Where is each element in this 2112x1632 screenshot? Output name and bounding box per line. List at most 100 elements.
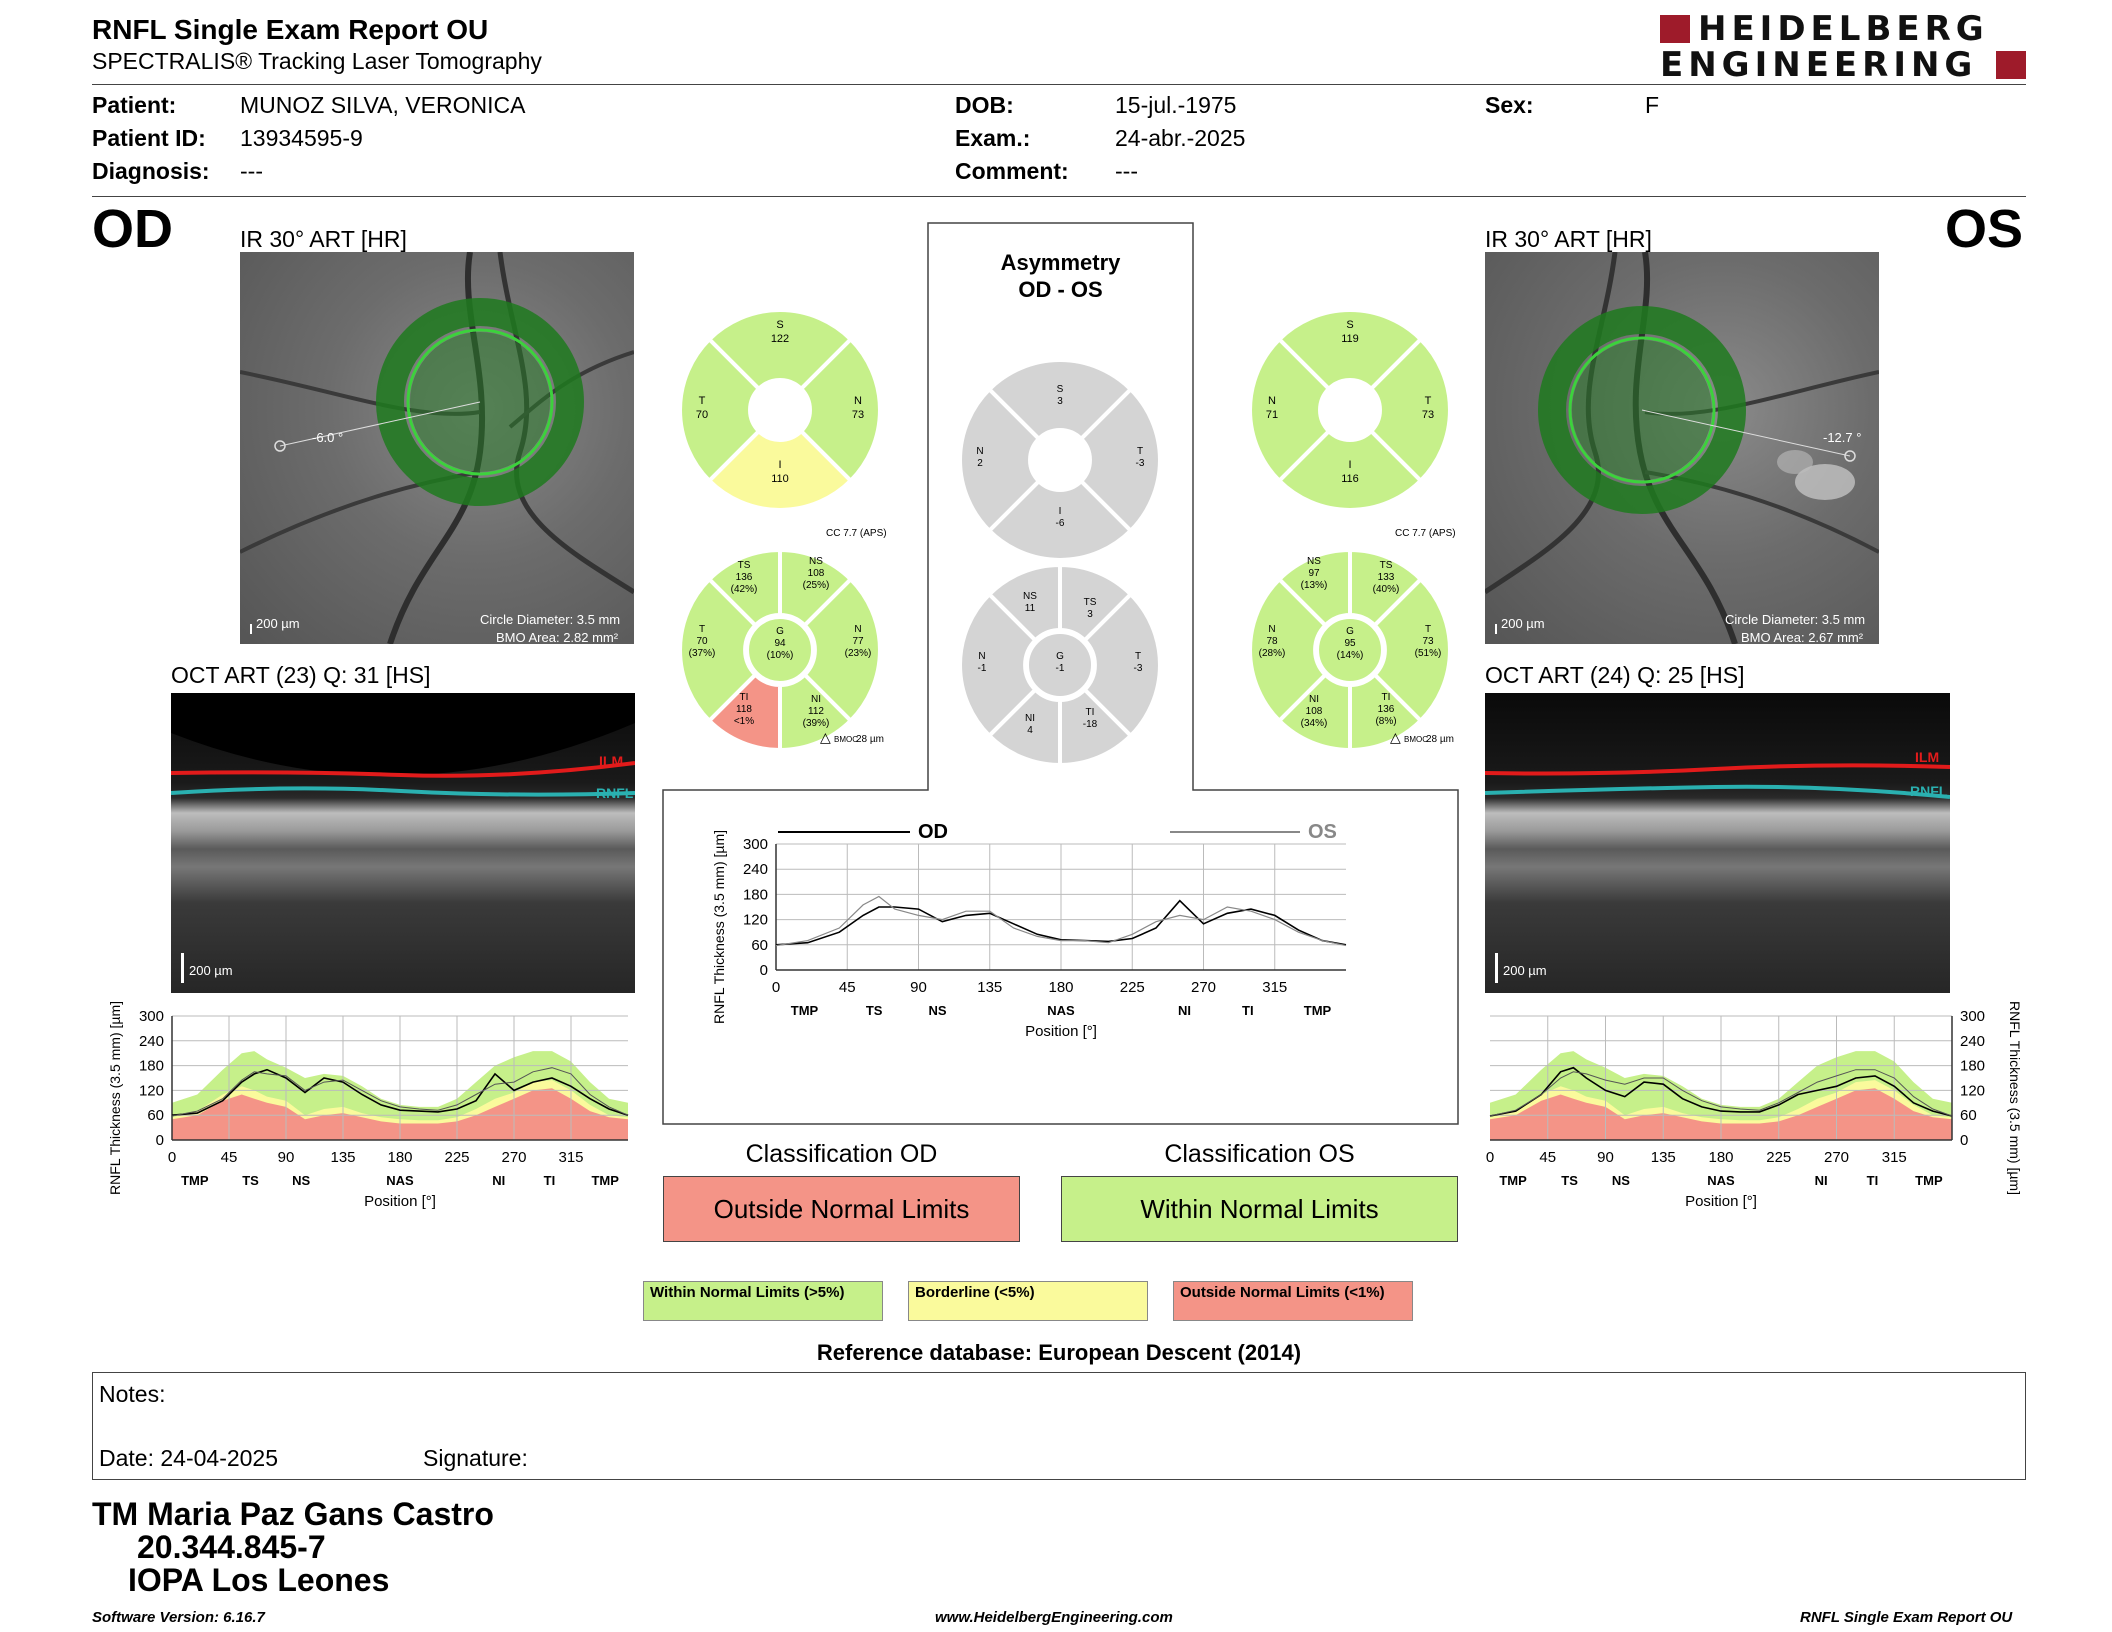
x-axis-label: Position [°] [364,1193,436,1210]
heidelberg-logo: HEIDELBERG ENGINEERING [1660,12,2026,82]
y-axis-label: RNFL Thickness (3.5 mm) [µm] [107,1001,123,1195]
os-cc-label: CC 7.7 (APS) [1395,528,1456,539]
technician-id: 20.344.845-7 [137,1529,326,1565]
os-t-value: 73 [1422,636,1434,647]
asym-g-label: G [1056,651,1064,662]
asym-ti-value: -18 [1083,719,1098,730]
os-quad-t-value: 73 [1422,409,1434,421]
sector-tick-label: TMP [1915,1173,1943,1188]
os-n-label: N [1268,624,1275,635]
diagnosis-value: --- [240,158,263,184]
y-tick-label: 180 [1960,1058,1985,1075]
os-fundus-overlay [1485,252,1879,644]
od-ts-pct: (42%) [731,584,758,595]
y-tick-label: 300 [1960,1008,1985,1025]
asym-t-value: -3 [1134,663,1143,674]
x-tick-label: 225 [1120,979,1145,996]
patient-id: 13934595-9 [240,125,363,151]
asym-quad-i-label: I [1059,506,1062,517]
asym-ti-label: TI [1086,707,1095,718]
os-ns-label: NS [1307,556,1321,567]
header-rule [92,84,2026,85]
y-tick-label: 240 [1960,1033,1985,1050]
y-tick-label: 0 [1960,1132,1968,1149]
od-ts-label: TS [738,560,751,571]
od-ti-label: TI [740,692,749,703]
asym-quad-n-value: 2 [977,458,983,469]
od-n-value: 77 [852,636,864,647]
notes-date: Date: 24-04-2025 [99,1445,279,1471]
od-bmoc-triangle: △ [820,729,831,745]
asymmetry-quadrant-chart: S 3 N 2 T -3 I -6 [958,358,1162,562]
asym-n-value: -1 [978,663,987,674]
od-quad-s [706,308,854,392]
od-g-label: G [776,626,784,637]
sector-tick-label: TMP [181,1173,209,1188]
sector-tick-label: NI [1815,1173,1828,1188]
x-tick-label: 135 [1651,1149,1676,1166]
x-tick-label: 315 [558,1149,583,1166]
sector-tick-label: NI [492,1173,505,1188]
os-g-pct: (14%) [1337,650,1364,661]
od-ns-label: NS [809,556,823,567]
asym-quad-n [958,386,1042,534]
reference-database: Reference database: European Descent (20… [816,1340,1302,1365]
os-quad-t-label: T [1425,395,1432,407]
os-ilm-label: ILM [1915,749,1940,765]
od-quad-n [798,336,882,484]
os-ts-pct: (40%) [1373,584,1400,595]
series-line-0 [1489,1066,1953,1117]
logo-square-right [1996,51,2026,79]
od-g-value: 94 [774,638,786,649]
os-ts-label: TS [1380,560,1393,571]
comment-value: --- [1115,158,1138,184]
series-line-1 [171,1067,629,1117]
os-n-value: 78 [1266,636,1278,647]
os-oct-overlay [1485,763,1950,983]
footer-url[interactable]: www.HeidelbergEngineering.com [935,1609,1173,1626]
notes-label: Notes: [99,1381,166,1407]
x-tick-label: 315 [1262,979,1287,996]
os-oct-bscan: ILM RNFL 200 µm [1485,693,1950,993]
od-ns-value: 108 [808,568,825,579]
od-oct-title: OCT ART (23) Q: 31 [HS] [171,662,431,688]
sector-tick-label: TI [1867,1173,1879,1188]
x-axis-label: Position [°] [1025,1023,1097,1040]
y-tick-label: 0 [156,1132,164,1149]
od-oct-overlay [171,693,635,983]
os-quad-n-value: 71 [1266,409,1278,421]
od-fundus-overlay [240,252,634,644]
os-g-value: 95 [1344,638,1356,649]
od-ilm-label: ILM [599,753,624,769]
os-ni-value: 108 [1306,706,1323,717]
asym-quad-i [986,478,1134,562]
patient-rule [92,196,2026,197]
od-ns-pct: (25%) [803,580,830,591]
od-t-label: T [699,624,705,635]
os-ir-title: IR 30° ART [HR] [1485,226,1652,252]
y-tick-label: 240 [139,1033,164,1050]
os-quad-s-label: S [1346,319,1353,331]
series-line-1 [1489,1069,1953,1117]
od-quad-i [706,428,854,512]
od-ni-value: 112 [808,706,824,717]
x-tick-label: 180 [1708,1149,1733,1166]
x-axis-label: Position [°] [1685,1193,1757,1210]
asymmetry-sector-chart: NS 11 TS 3 N -1 G -1 T -3 NI 4 TI -18 [958,562,1162,768]
od-bmoc-value: 28 µm [856,734,884,745]
od-quad-t-value: 70 [696,409,708,421]
asym-quad-n-label: N [976,446,983,457]
x-tick-label: 270 [1824,1149,1849,1166]
x-tick-label: 0 [168,1149,176,1166]
asym-ns-value: 11 [1025,603,1036,614]
od-t-pct: (37%) [689,648,716,659]
od-angle-label: -6.0 ° [312,430,344,445]
od-n-pct: (23%) [845,648,872,659]
os-quad-s-value: 119 [1341,333,1359,345]
os-ns-value: 97 [1308,568,1320,579]
notes-box[interactable]: Notes: Date: 24-04-2025 Signature: [92,1372,2026,1480]
sex-label: Sex: [1485,92,1534,118]
os-sector-g [1315,615,1385,685]
os-eye-label: OS [1945,199,2024,259]
x-tick-label: 0 [772,979,780,996]
